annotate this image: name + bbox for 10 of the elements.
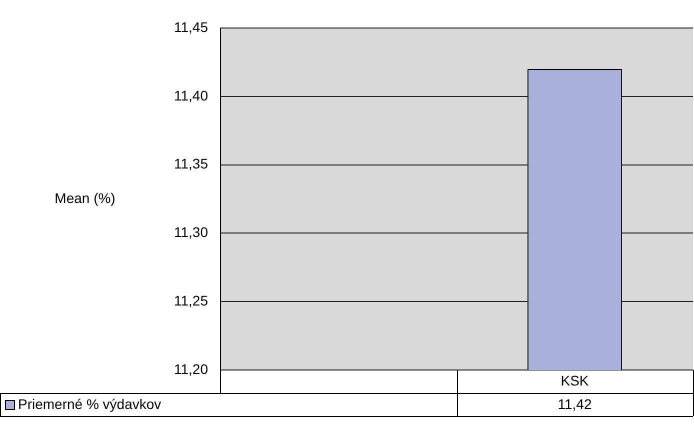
y-tick-label: 11,20 bbox=[174, 360, 208, 377]
x-tick-label: KSK bbox=[560, 372, 590, 388]
y-tick-label: 11,40 bbox=[174, 87, 208, 104]
y-tick-label: 11,25 bbox=[174, 292, 208, 308]
y-tick-label: 11,35 bbox=[174, 156, 208, 172]
y-tick-label: 11,30 bbox=[174, 224, 208, 240]
y-axis-title: Mean (%) bbox=[54, 190, 116, 206]
legend-label: Priemerné % výdavkov bbox=[18, 396, 162, 412]
y-tick-label: 11,45 bbox=[174, 18, 208, 35]
data-label: 11,42 bbox=[558, 396, 592, 412]
